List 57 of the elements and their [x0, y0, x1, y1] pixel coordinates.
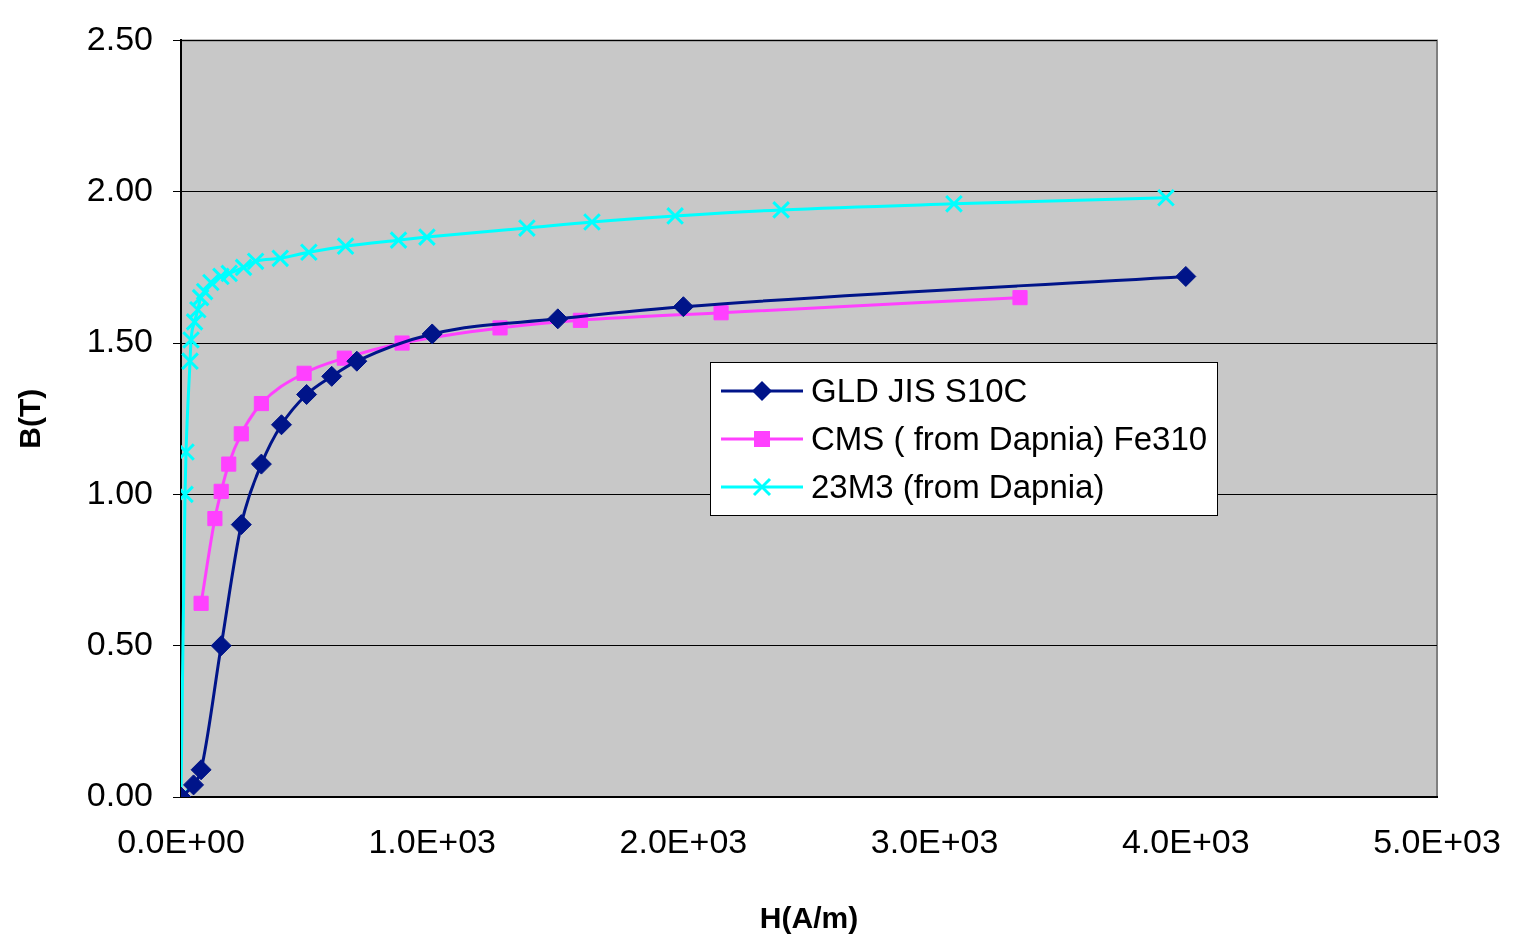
- point: [233, 426, 249, 442]
- point: [253, 396, 269, 412]
- point: [296, 365, 312, 381]
- point: [221, 456, 237, 472]
- point: [219, 264, 239, 283]
- y-tick-label: 0.50: [86, 624, 153, 663]
- point: [547, 308, 569, 330]
- x-tick-label: 4.0E+03: [1121, 821, 1250, 860]
- point: [672, 296, 694, 318]
- point: [210, 635, 232, 657]
- point: [713, 305, 729, 321]
- y-tick-label: 0.00: [86, 775, 153, 814]
- point: [389, 230, 408, 250]
- x-tick-label: 2.0E+03: [619, 821, 748, 860]
- point: [421, 323, 443, 345]
- y-axis-title: B(T): [13, 388, 47, 449]
- x-tick-label: 3.0E+03: [870, 821, 999, 860]
- point: [665, 206, 685, 226]
- legend-label: CMS ( from Dapnia) Fe310: [811, 420, 1208, 458]
- y-tick-label: 2.50: [86, 18, 153, 57]
- point: [346, 350, 368, 372]
- point: [417, 227, 437, 247]
- point: [211, 267, 231, 286]
- point: [771, 200, 791, 220]
- point: [207, 511, 223, 527]
- point: [582, 212, 602, 232]
- legend-label: GLD JIS S10C: [811, 372, 1028, 410]
- point: [270, 414, 292, 436]
- point: [296, 383, 318, 405]
- point: [299, 242, 319, 262]
- point: [1156, 188, 1176, 208]
- point: [250, 453, 272, 475]
- point: [181, 351, 200, 371]
- point: [234, 258, 253, 277]
- y-tick-label: 1.00: [86, 472, 153, 511]
- point: [246, 252, 265, 271]
- point: [201, 273, 221, 292]
- x-tick-label: 0.0E+00: [117, 821, 245, 860]
- x-tick-label: 5.0E+03: [1373, 821, 1501, 860]
- point: [213, 483, 229, 499]
- legend-label: 23M3 (from Dapnia): [811, 468, 1105, 506]
- point: [336, 236, 355, 256]
- point: [321, 365, 343, 387]
- point: [230, 514, 252, 536]
- point: [183, 774, 205, 796]
- x-tick-label: 1.0E+03: [368, 821, 497, 860]
- point: [517, 218, 537, 238]
- x-axis-title: H(A/m): [759, 901, 859, 935]
- point: [944, 194, 964, 214]
- point: [1012, 290, 1028, 306]
- point: [270, 249, 290, 268]
- point: [195, 282, 214, 301]
- point: [190, 759, 212, 781]
- point: [1175, 265, 1197, 287]
- y-tick-label: 2.00: [86, 170, 153, 209]
- point: [193, 595, 209, 611]
- y-tick-label: 1.50: [86, 321, 153, 360]
